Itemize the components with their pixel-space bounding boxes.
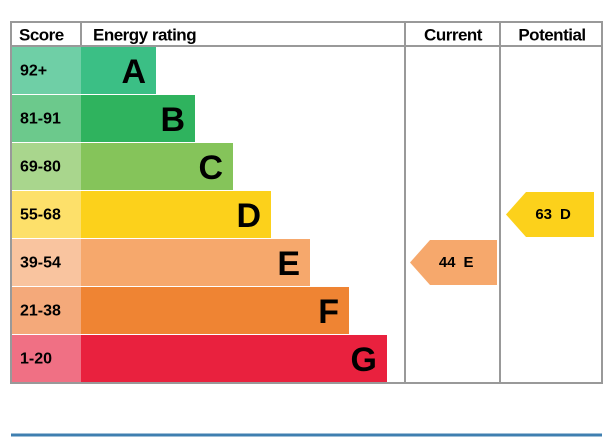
score-cell — [12, 191, 81, 238]
score-cell — [12, 239, 81, 286]
rating-bar — [81, 95, 195, 142]
score-label: 81-91 — [20, 111, 61, 128]
header-score: Score — [19, 26, 64, 45]
rating-bar — [81, 191, 271, 238]
score-label: 1-20 — [20, 351, 52, 368]
score-cell — [12, 143, 81, 190]
rating-letter: C — [198, 149, 223, 187]
score-label: 92+ — [20, 63, 47, 80]
score-cell — [12, 287, 81, 334]
rating-bar — [81, 143, 233, 190]
rating-bar — [81, 287, 349, 334]
rating-letter: A — [121, 53, 146, 91]
score-cell — [12, 95, 81, 142]
potential-letter: D — [560, 206, 571, 223]
score-cell — [12, 47, 81, 94]
header-potential: Potential — [518, 26, 585, 45]
header-rating: Energy rating — [93, 26, 196, 45]
rating-bar — [81, 47, 156, 94]
rating-letter: B — [160, 101, 185, 139]
rating-bar — [81, 239, 310, 286]
rating-bar — [81, 335, 387, 382]
rating-letter: D — [236, 197, 261, 235]
potential-arrow — [506, 192, 594, 237]
score-label: 69-80 — [20, 159, 61, 176]
score-label: 55-68 — [20, 207, 61, 224]
current-arrow — [410, 240, 497, 285]
current-letter: E — [464, 254, 474, 271]
score-cell — [12, 335, 81, 382]
rating-letter: E — [277, 245, 300, 283]
score-label: 39-54 — [20, 255, 61, 272]
rating-letter: G — [351, 341, 377, 379]
potential-value: 63 — [535, 206, 552, 223]
rating-letter: F — [318, 293, 339, 331]
score-label: 21-38 — [20, 303, 61, 320]
current-value: 44 — [439, 254, 456, 271]
header-current: Current — [424, 26, 483, 45]
